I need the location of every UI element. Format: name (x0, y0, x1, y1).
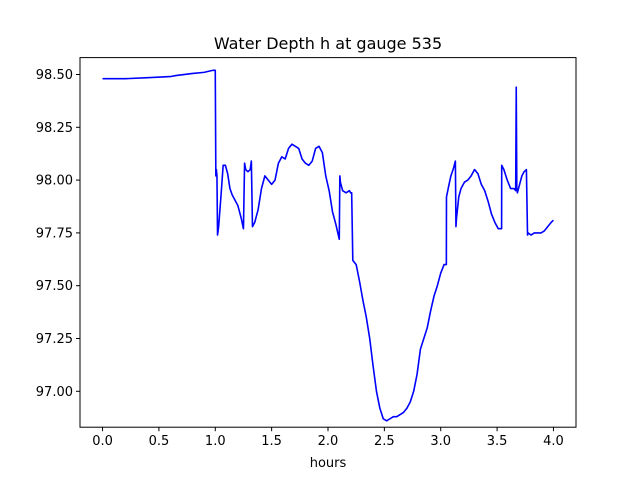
y-axis: 97.00 97.25 97.50 97.75 98.00 98.25 98.50 (36, 68, 80, 400)
y-tick-label: 98.00 (36, 174, 73, 189)
plot-area (102, 69, 554, 422)
y-tick-label: 97.25 (36, 332, 73, 347)
chart-title: Water Depth h at gauge 535 (214, 34, 442, 53)
x-axis-label: hours (310, 456, 347, 471)
x-tick-label: 2.0 (318, 434, 339, 449)
x-tick-label: 3.0 (430, 434, 451, 449)
y-tick-label: 98.50 (36, 68, 73, 83)
y-tick-label: 97.00 (36, 385, 73, 400)
y-tick-label: 98.25 (36, 121, 73, 136)
x-tick-label: 0.0 (92, 434, 113, 449)
series-line-0 (102, 69, 554, 422)
x-tick-label: 1.0 (205, 434, 226, 449)
x-axis: 0.0 0.5 1.0 1.5 2.0 2.5 3.0 3.5 4.0 (92, 427, 564, 449)
y-tick-label: 97.75 (36, 226, 73, 241)
y-tick-label: 97.50 (36, 279, 73, 294)
x-tick-label: 1.5 (261, 434, 282, 449)
x-tick-label: 4.0 (543, 434, 564, 449)
x-tick-label: 2.5 (374, 434, 395, 449)
plot-frame (79, 57, 577, 428)
x-tick-label: 3.5 (487, 434, 508, 449)
x-tick-label: 0.5 (149, 434, 170, 449)
